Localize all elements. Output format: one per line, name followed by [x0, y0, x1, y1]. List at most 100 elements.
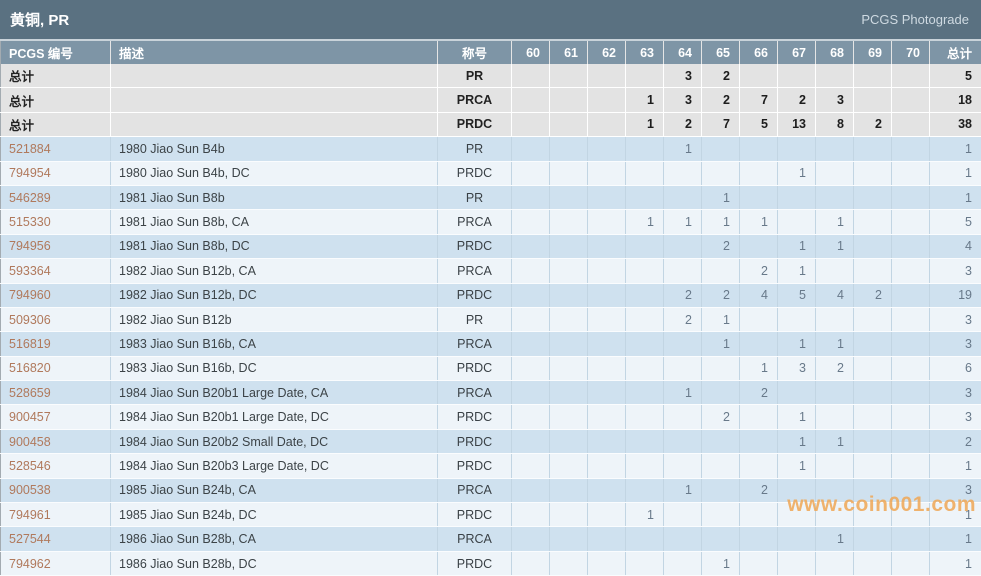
column-header-grade-61: 61 [550, 41, 588, 64]
grade-cell-66: 1 [740, 210, 778, 234]
designation-cell: PRCA [438, 259, 512, 283]
grade-cell-63 [626, 185, 664, 209]
grade-cell-66: 1 [740, 356, 778, 380]
grade-cell-68 [816, 551, 854, 575]
pcgs-number-link[interactable]: 528659 [1, 381, 111, 405]
coin-description: 1983 Jiao Sun B16b, CA [111, 332, 438, 356]
grade-cell-67 [778, 551, 816, 575]
grade-cell-69 [854, 405, 892, 429]
grade-cell-67: 5 [778, 283, 816, 307]
grade-cell-66 [740, 185, 778, 209]
coin-description: 1986 Jiao Sun B28b, CA [111, 527, 438, 551]
grade-cell-61 [550, 161, 588, 185]
designation-cell: PRCA [438, 478, 512, 502]
pcgs-number-link[interactable]: 515330 [1, 210, 111, 234]
pcgs-number-link[interactable]: 546289 [1, 185, 111, 209]
coin-description: 1982 Jiao Sun B12b, DC [111, 283, 438, 307]
grade-cell-70 [892, 381, 930, 405]
total-cell: 38 [930, 112, 981, 136]
pcgs-number-link[interactable]: 794956 [1, 234, 111, 258]
designation-cell: PR [438, 137, 512, 161]
grade-cell-66: 2 [740, 259, 778, 283]
grade-cell-63 [626, 307, 664, 331]
designation-cell: PRDC [438, 454, 512, 478]
grade-cell-69 [854, 234, 892, 258]
grade-cell-68: 8 [816, 112, 854, 136]
pcgs-number-link[interactable]: 900457 [1, 405, 111, 429]
total-cell: 3 [930, 332, 981, 356]
grade-cell-64: 1 [664, 381, 702, 405]
grade-cell-67 [778, 381, 816, 405]
pcgs-number-link[interactable]: 593364 [1, 259, 111, 283]
grade-cell-69 [854, 527, 892, 551]
grade-cell-65: 2 [702, 405, 740, 429]
grade-cell-65 [702, 478, 740, 502]
grade-cell-65: 1 [702, 307, 740, 331]
grade-cell-61 [550, 283, 588, 307]
grade-cell-64: 2 [664, 283, 702, 307]
grade-cell-64 [664, 185, 702, 209]
grade-cell-70 [892, 161, 930, 185]
pcgs-number-link[interactable]: 900458 [1, 429, 111, 453]
grade-cell-70 [892, 478, 930, 502]
grade-cell-60 [512, 429, 550, 453]
grade-cell-68 [816, 478, 854, 502]
grade-cell-62 [588, 307, 626, 331]
grade-cell-63 [626, 381, 664, 405]
designation-cell: PRDC [438, 551, 512, 575]
grade-cell-60 [512, 527, 550, 551]
pcgs-number-link[interactable]: 900538 [1, 478, 111, 502]
grade-cell-63 [626, 137, 664, 161]
grade-cell-62 [588, 283, 626, 307]
column-header-grade-68: 68 [816, 41, 854, 64]
coin-description: 1980 Jiao Sun B4b [111, 137, 438, 161]
grade-cell-70 [892, 112, 930, 136]
grade-cell-70 [892, 356, 930, 380]
grade-cell-60 [512, 112, 550, 136]
grade-cell-68 [816, 161, 854, 185]
coin-description: 1985 Jiao Sun B24b, DC [111, 503, 438, 527]
pcgs-number-link[interactable]: 516820 [1, 356, 111, 380]
grade-cell-62 [588, 234, 626, 258]
page-title: 黄铜, PR [10, 9, 69, 30]
total-cell: 1 [930, 551, 981, 575]
grade-cell-62 [588, 551, 626, 575]
grade-cell-61 [550, 259, 588, 283]
grade-cell-65 [702, 381, 740, 405]
grade-cell-64 [664, 405, 702, 429]
designation-cell: PRDC [438, 356, 512, 380]
pcgs-number-link[interactable]: 509306 [1, 307, 111, 331]
grade-cell-65: 2 [702, 88, 740, 112]
grade-cell-63 [626, 356, 664, 380]
titlebar: 黄铜, PR PCGS Photograde [0, 0, 981, 41]
grade-cell-61 [550, 405, 588, 429]
coin-description: 1984 Jiao Sun B20b2 Small Date, DC [111, 429, 438, 453]
grade-cell-65 [702, 356, 740, 380]
pcgs-number-link[interactable]: 794954 [1, 161, 111, 185]
designation-cell: PRCA [438, 88, 512, 112]
total-cell: 1 [930, 527, 981, 551]
grade-cell-69: 2 [854, 283, 892, 307]
grade-cell-66 [740, 332, 778, 356]
pcgs-number-link[interactable]: 527544 [1, 527, 111, 551]
pcgs-number-link[interactable]: 521884 [1, 137, 111, 161]
summary-desc [111, 88, 438, 112]
designation-cell: PRCA [438, 527, 512, 551]
grade-cell-61 [550, 210, 588, 234]
grade-cell-66: 4 [740, 283, 778, 307]
grade-cell-61 [550, 234, 588, 258]
pcgs-number-link[interactable]: 794961 [1, 503, 111, 527]
grade-cell-69 [854, 259, 892, 283]
pcgs-number-link[interactable]: 516819 [1, 332, 111, 356]
pcgs-number-link[interactable]: 528546 [1, 454, 111, 478]
grade-cell-68: 3 [816, 88, 854, 112]
grade-cell-63 [626, 259, 664, 283]
grade-cell-60 [512, 210, 550, 234]
pcgs-number-link[interactable]: 794962 [1, 551, 111, 575]
pcgs-number-link[interactable]: 794960 [1, 283, 111, 307]
grade-cell-66 [740, 454, 778, 478]
grade-cell-67: 1 [778, 405, 816, 429]
